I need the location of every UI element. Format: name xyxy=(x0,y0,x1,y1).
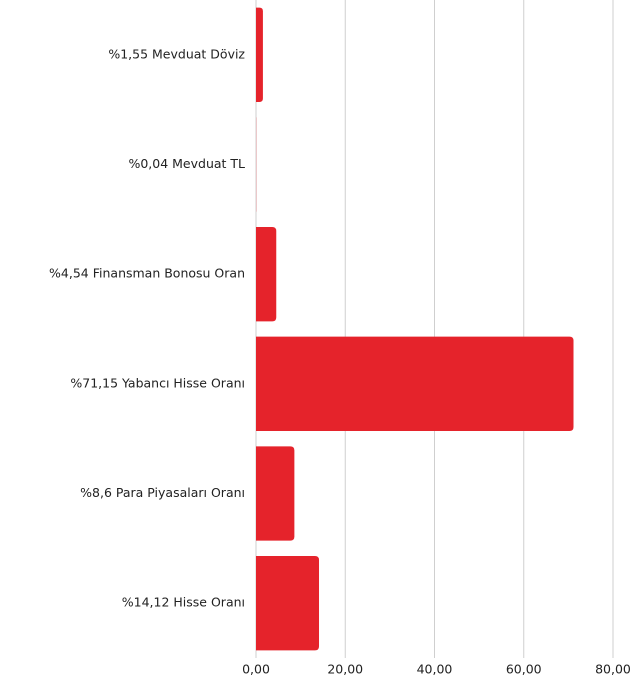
y-tick-label: %1,55 Mevduat Döviz xyxy=(108,46,245,61)
x-tick-label: 40,00 xyxy=(417,662,453,677)
bar xyxy=(256,446,295,541)
bar xyxy=(256,227,277,322)
y-tick-label: %14,12 Hisse Oranı xyxy=(122,595,245,610)
bar xyxy=(256,336,574,431)
x-tick-label: 20,00 xyxy=(327,662,363,677)
bar xyxy=(256,7,263,102)
bar xyxy=(256,556,320,651)
y-tick-label: %8,6 Para Piyasaları Oranı xyxy=(80,485,245,500)
x-tick-label: 0,00 xyxy=(242,662,270,677)
x-tick-label: 80,00 xyxy=(595,662,631,677)
y-tick-label: %0,04 Mevduat TL xyxy=(128,156,245,171)
y-tick-label: %71,15 Yabancı Hisse Oranı xyxy=(70,375,245,390)
y-tick-label: %4,54 Finansman Bonosu Oran xyxy=(49,266,245,281)
x-tick-label: 60,00 xyxy=(506,662,542,677)
